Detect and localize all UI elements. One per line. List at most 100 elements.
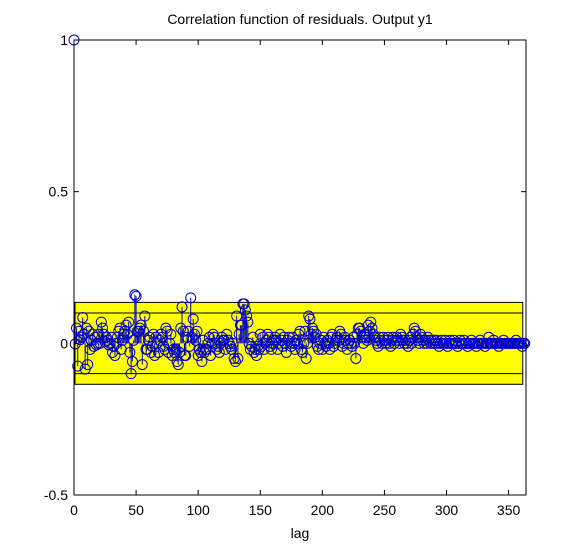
data-point [177,325,189,337]
axes-background [74,40,526,495]
x-tick-label: 300 [435,502,459,518]
data-point [180,349,192,361]
data-point [372,340,384,352]
data-point [346,340,358,352]
data-point [213,346,225,358]
data-point [296,346,308,358]
y-tick-label: 0.5 [49,184,69,200]
data-point [164,337,176,349]
data-point [126,356,138,368]
data-point [93,328,105,340]
y-tick-label: 0 [60,335,68,351]
data-point [125,368,137,380]
data-point [299,325,311,337]
data-point [98,328,110,340]
data-point [185,292,197,304]
data-point [192,349,204,361]
data-point [413,337,425,349]
data-point [119,325,131,337]
data-point [202,337,214,349]
data-point [241,310,253,322]
data-point [120,319,132,331]
y-tick-label: -0.5 [44,487,68,503]
data-point [145,346,157,358]
data-point [129,289,141,301]
data-point [138,325,150,337]
data-point [203,331,215,343]
data-point [87,328,99,340]
data-point [165,328,177,340]
data-point [172,359,184,371]
data-point [253,343,265,355]
data-point [182,325,194,337]
data-point [278,331,290,343]
x-tick-label: 250 [373,502,397,518]
data-point [95,316,107,328]
data-point [109,349,121,361]
chart-title: Correlation function of residuals. Outpu… [167,11,433,27]
x-tick-label: 50 [128,502,144,518]
data-point [289,343,301,355]
x-tick-label: 150 [249,502,273,518]
data-point [191,325,203,337]
data-point [308,325,320,337]
data-point [301,337,313,349]
data-point [190,334,202,346]
markers-layer [68,34,531,380]
data-point [136,359,148,371]
data-point [97,322,109,334]
data-point [365,316,377,328]
data-point [362,319,374,331]
data-point [77,312,89,324]
y-tick-label: 1 [60,32,68,48]
data-point [130,290,142,302]
data-point [316,343,328,355]
data-point [519,337,531,349]
data-point [232,353,244,364]
data-point [294,325,306,337]
data-point [227,337,239,349]
axes-frame [73,39,527,496]
data-point [238,298,250,310]
data-point [298,337,310,349]
data-point [135,319,147,331]
data-point [170,343,182,355]
data-point [123,316,135,328]
data-point [347,331,359,343]
data-point [279,337,291,349]
data-point [175,322,187,334]
data-point [161,325,173,337]
data-point [350,353,362,364]
data-point [239,304,251,316]
data-point [139,310,151,322]
data-point [80,322,92,334]
data-point [251,349,263,361]
data-point [128,334,140,346]
data-point [236,319,248,331]
data-point [88,340,100,352]
x-tick-label: 200 [311,502,335,518]
ticks-layer: 0 50 100 150 200 250 300 350-0.500.51 [44,32,526,518]
data-point [108,340,120,352]
data-point [305,328,317,340]
data-point [154,334,166,346]
data-point [149,349,161,361]
data-point [188,328,200,340]
x-axis-label: lag [291,525,310,541]
data-point [92,337,104,349]
data-point [82,359,94,371]
data-point [176,301,188,313]
data-point [121,328,133,340]
data-point [74,334,86,346]
data-point [300,353,312,364]
x-tick-label: 0 [70,502,78,518]
data-point [242,316,254,328]
data-point [187,313,199,325]
data-point [357,337,369,349]
data-point [75,331,87,343]
data-point [249,343,261,355]
x-tick-label: 100 [186,502,210,518]
data-point [229,356,241,368]
